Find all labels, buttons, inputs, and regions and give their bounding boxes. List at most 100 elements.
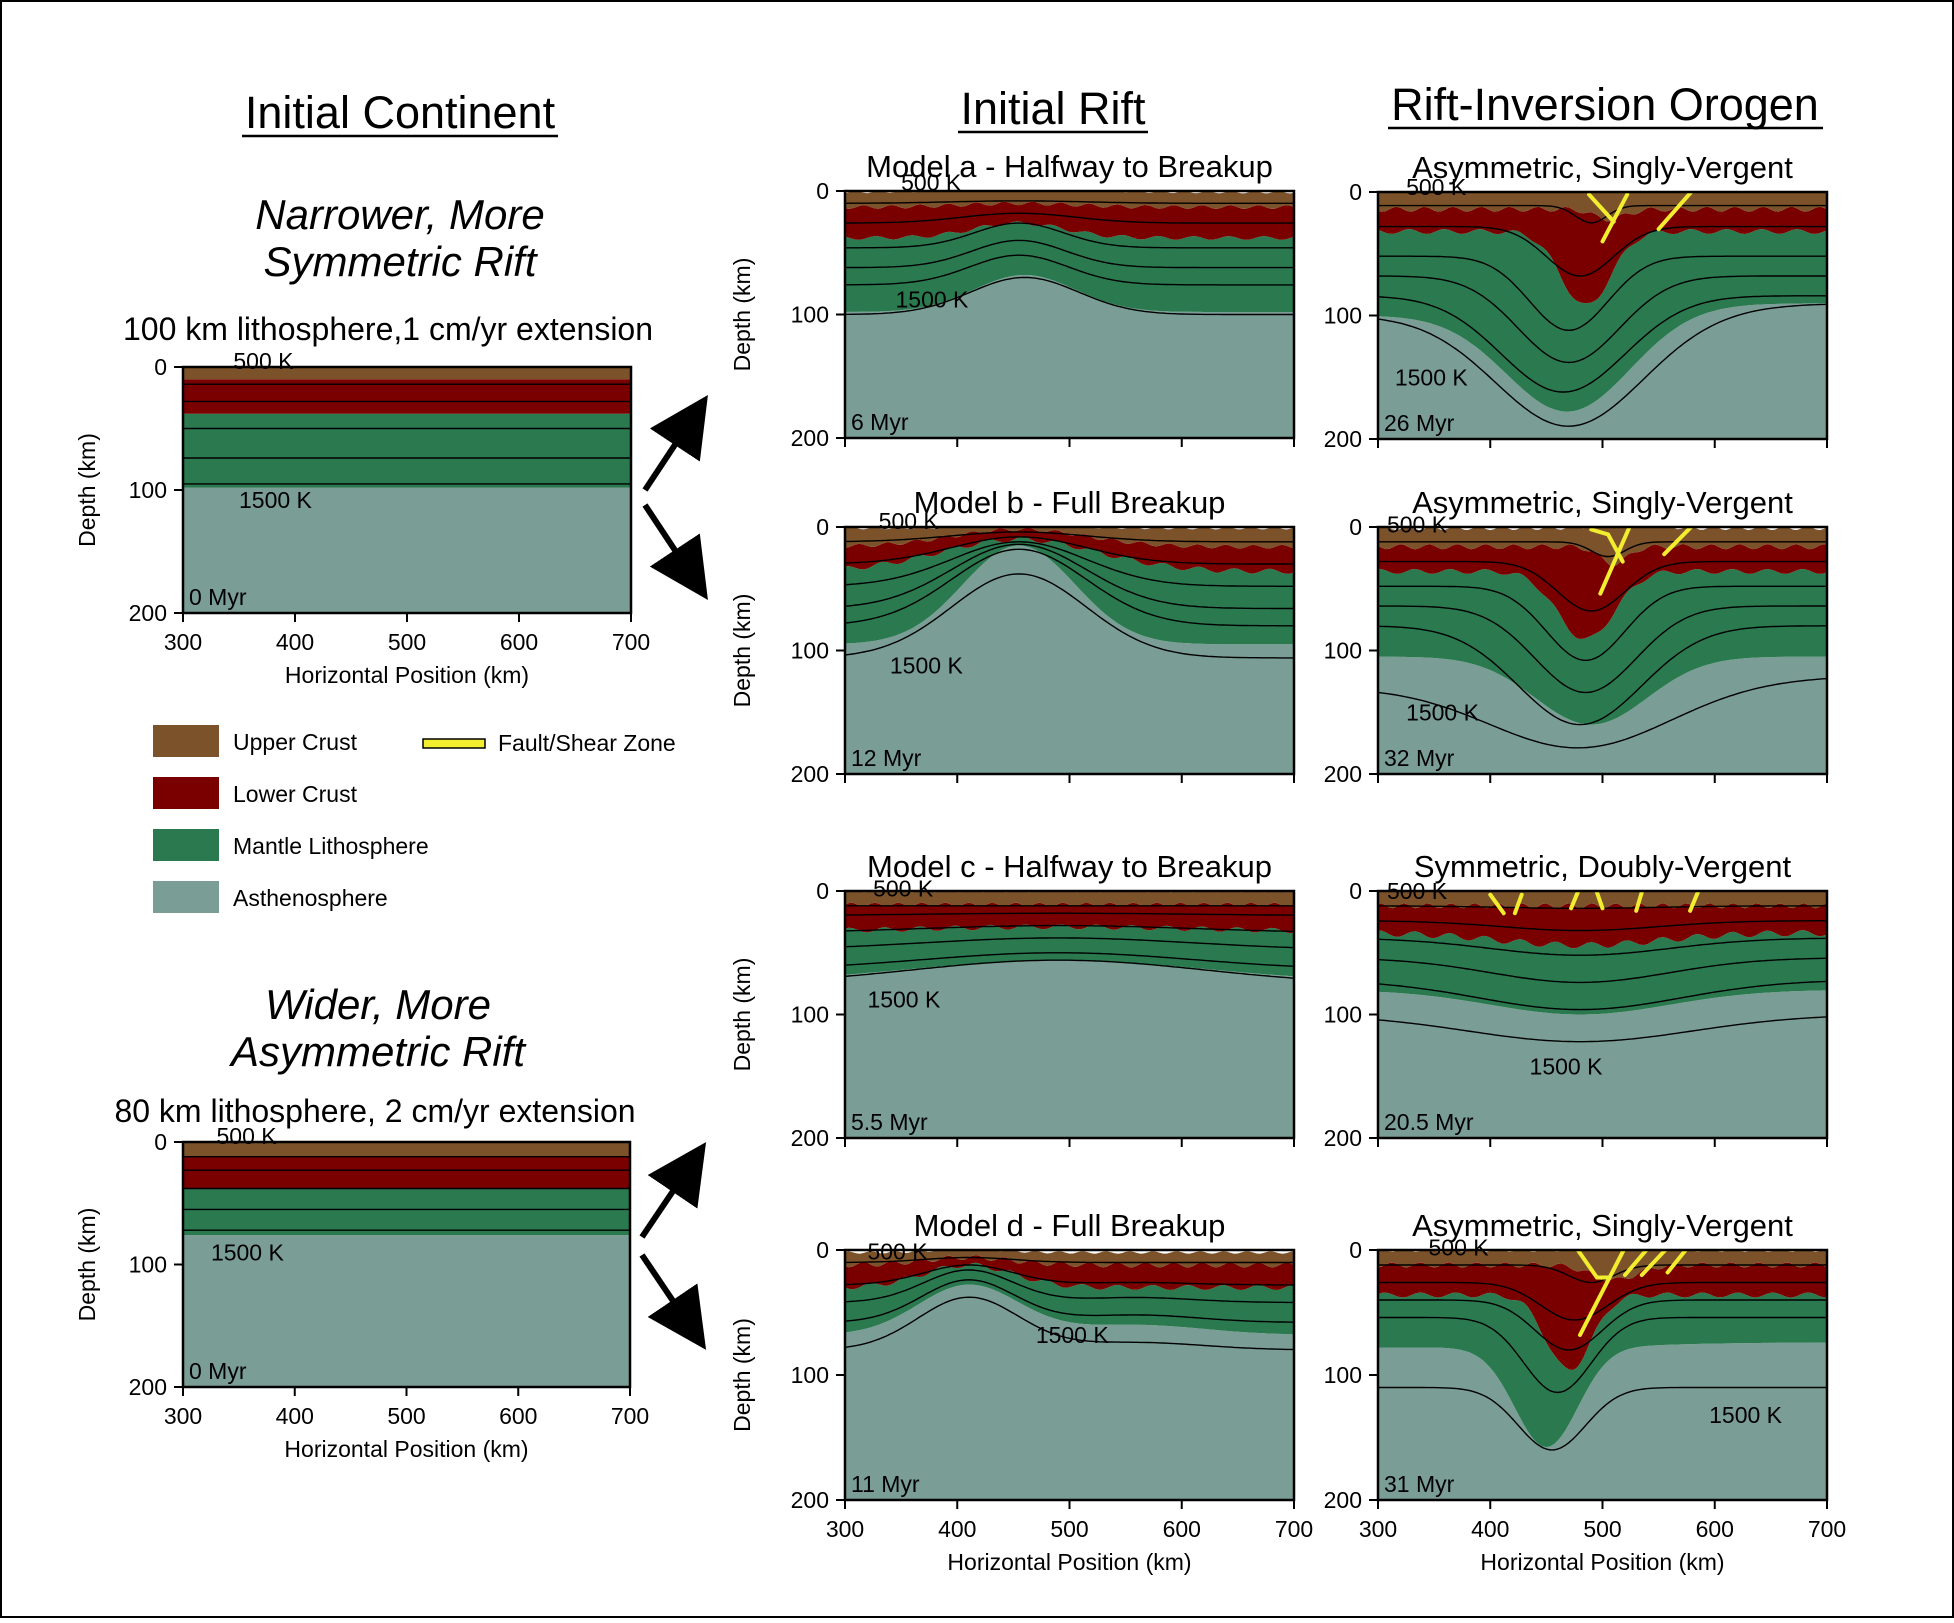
scenario2-title-line1: Wider, More <box>265 981 491 1028</box>
mantle-layer <box>845 537 1294 645</box>
isotherm-line <box>1378 605 1827 694</box>
isotherm-line <box>1378 275 1827 364</box>
scenario2-title-line2: Asymmetric Rift <box>228 1028 527 1075</box>
isotherm-line <box>1378 677 1827 749</box>
temperature-label-bottom: 1500 K <box>1036 1322 1110 1348</box>
legend-upper-crust: Upper Crust <box>233 729 358 755</box>
temperature-label-top: 500 K <box>1387 878 1448 904</box>
legend-mantle: Mantle Lithosphere <box>233 833 429 859</box>
legend: Upper Crust Lower Crust Mantle Lithosphe… <box>153 725 676 913</box>
x-tick-label: 500 <box>1050 1516 1088 1542</box>
time-label: 12 Myr <box>851 745 922 771</box>
scenario1-title-line1: Narrower, More <box>255 191 544 238</box>
panel-title: Model d - Full Breakup <box>914 1208 1226 1243</box>
panel-model-a: 0 100 200 Depth (km) Model a - Halfway to Br… <box>729 149 1296 451</box>
mantle-layer <box>1378 569 1827 725</box>
y-tick-label: 100 <box>1324 303 1362 329</box>
layers <box>1378 1250 1827 1500</box>
y-tick-label: 0 <box>816 514 829 540</box>
isotherm-line <box>1378 1281 1827 1321</box>
temperature-label-top: 500 K <box>873 876 934 902</box>
temperature-label-bottom: 1500 K <box>239 487 313 513</box>
x-tick-label: 700 <box>611 1403 649 1429</box>
y-tick-label: 200 <box>791 425 829 451</box>
y-tick-label: 100 <box>1324 1362 1362 1388</box>
upper-crust-layer <box>183 367 631 380</box>
time-label: 5.5 Myr <box>851 1109 928 1135</box>
isotherm-line <box>1378 295 1827 393</box>
fault-line <box>1598 527 1632 596</box>
layers <box>1378 192 1827 439</box>
lower-crust-layer <box>183 379 631 414</box>
isotherm-line <box>1378 585 1827 661</box>
isotherm-line <box>845 952 1294 967</box>
temperature-label-bottom: 1500 K <box>890 652 964 678</box>
upper-crust-layer <box>845 191 1294 209</box>
x-axis-label: Horizontal Position (km) <box>285 662 529 688</box>
y-tick-label: 200 <box>791 761 829 787</box>
x-tick-label: 300 <box>1359 1516 1397 1542</box>
time-label: 32 Myr <box>1384 745 1455 771</box>
panel-model-c: 0 100 200 Depth (km) Model c - Halfway to Br… <box>729 849 1296 1151</box>
temperature-label-bottom: 1500 K <box>896 287 970 313</box>
y-tick-label: 100 <box>791 1362 829 1388</box>
fault-line <box>1656 192 1694 232</box>
isotherm-line <box>845 536 1294 565</box>
x-tick-label: 300 <box>164 1403 202 1429</box>
panel-title: Symmetric, Doubly-Vergent <box>1414 849 1792 884</box>
lower-crust-layer <box>1378 206 1827 304</box>
layers <box>183 367 631 613</box>
panel-title: Model b - Full Breakup <box>914 485 1226 520</box>
isotherm-line <box>845 1269 1294 1304</box>
y-axis-label: Depth (km) <box>729 1318 755 1432</box>
panel-title: Asymmetric, Singly-Vergent <box>1412 1208 1793 1243</box>
legend-swatch-lower-crust <box>153 777 219 809</box>
layers <box>845 1250 1294 1500</box>
mantle-layer <box>1378 1292 1827 1448</box>
legend-swatch-asthenosphere <box>153 881 219 913</box>
layers <box>845 891 1294 1138</box>
scenario1-title-line2: Symmetric Rift <box>264 238 539 285</box>
isotherm-line <box>845 573 1294 659</box>
x-tick-label: 400 <box>938 1516 976 1542</box>
temperature-label-top: 500 K <box>901 169 962 195</box>
time-label: 31 Myr <box>1384 1471 1455 1497</box>
y-axis-label: Depth (km) <box>729 258 755 372</box>
isotherm-line <box>845 1279 1294 1323</box>
isotherm-line <box>845 924 1294 933</box>
y-axis-label: Depth (km) <box>729 958 755 1072</box>
upper-crust-layer <box>845 891 1294 907</box>
mantle-layer <box>183 1188 630 1236</box>
x-tick-label: 600 <box>499 1403 537 1429</box>
temperature-label-top: 500 K <box>867 1238 928 1264</box>
isotherm-line <box>845 959 1294 979</box>
y-tick-label: 100 <box>1324 638 1362 664</box>
y-tick-label: 200 <box>1324 426 1362 452</box>
x-tick-label: 300 <box>826 1516 864 1542</box>
y-tick-label: 100 <box>791 638 829 664</box>
arrow-up-1 <box>642 394 708 492</box>
y-tick-label: 100 <box>791 302 829 328</box>
time-label: 11 Myr <box>851 1471 920 1497</box>
temperature-label-top: 500 K <box>1429 1235 1490 1261</box>
isotherm-line <box>1378 541 1827 558</box>
isotherm-line <box>1378 1299 1827 1351</box>
asthenosphere-layer <box>183 487 631 613</box>
lower-crust-layer <box>1378 1262 1827 1370</box>
mantle-layer <box>845 924 1294 977</box>
time-label: 20.5 Myr <box>1384 1109 1474 1135</box>
fault-line <box>1600 192 1630 244</box>
lower-crust-layer <box>183 1156 630 1189</box>
x-tick-label: 700 <box>1808 1516 1846 1542</box>
temperature-label-bottom: 1500 K <box>211 1239 285 1265</box>
fault-line <box>1575 1250 1611 1280</box>
temperature-label-bottom: 1500 K <box>867 987 941 1013</box>
legend-swatch-mantle <box>153 829 219 861</box>
y-tick-label: 0 <box>1349 878 1362 904</box>
panel-title: Model a - Halfway to Breakup <box>866 149 1273 184</box>
y-tick-label: 200 <box>129 1374 167 1400</box>
upper-crust-layer <box>1378 1250 1827 1282</box>
